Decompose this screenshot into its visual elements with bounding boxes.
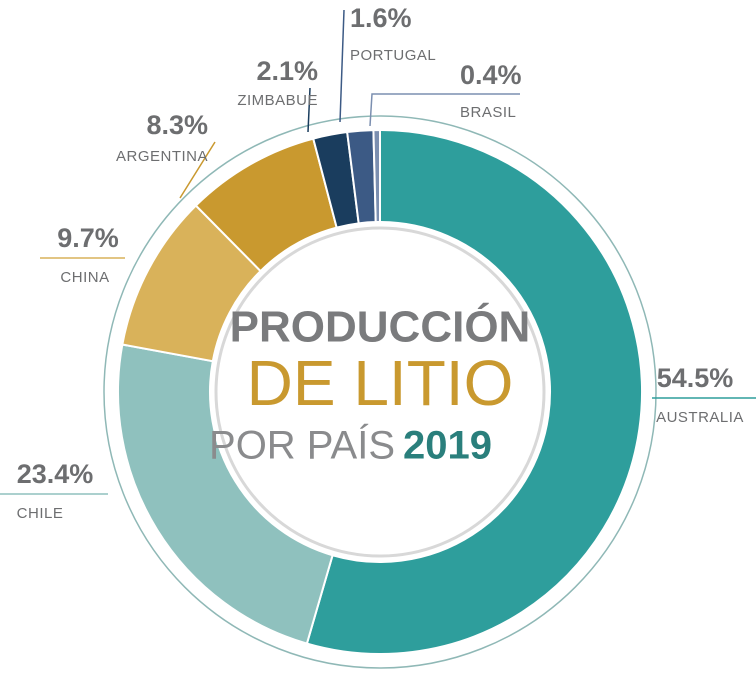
- value-label: 9.7%: [57, 223, 119, 253]
- value-label: 8.3%: [146, 110, 208, 140]
- slice: [372, 128, 381, 224]
- category-label: ARGENTINA: [116, 148, 208, 165]
- value-label: 23.4%: [17, 459, 94, 489]
- title-year: 2019: [403, 424, 492, 468]
- slice: [117, 343, 334, 645]
- category-label: PORTUGAL: [350, 47, 436, 64]
- leader-line: [369, 93, 520, 127]
- title-line: PRODUCCIÓN: [230, 302, 531, 352]
- category-label: BRASIL: [460, 104, 516, 121]
- value-label: 54.5%: [657, 363, 734, 393]
- leader-line: [339, 9, 345, 123]
- title-line: DE LITIO: [247, 347, 514, 419]
- category-label: ZIMBABUE: [237, 92, 318, 109]
- value-label: 0.4%: [460, 60, 522, 90]
- title-line: POR PAÍS: [209, 423, 395, 468]
- category-label: AUSTRALIA: [656, 409, 744, 426]
- leader-line: [179, 141, 216, 199]
- category-label: CHILE: [17, 505, 64, 522]
- value-label: 2.1%: [256, 56, 318, 86]
- slice: [305, 128, 643, 655]
- value-label: 1.6%: [350, 3, 412, 33]
- leader-line: [307, 87, 311, 133]
- category-label: CHINA: [60, 269, 109, 286]
- inner-ring: [214, 226, 546, 558]
- outer-ring: [103, 115, 657, 669]
